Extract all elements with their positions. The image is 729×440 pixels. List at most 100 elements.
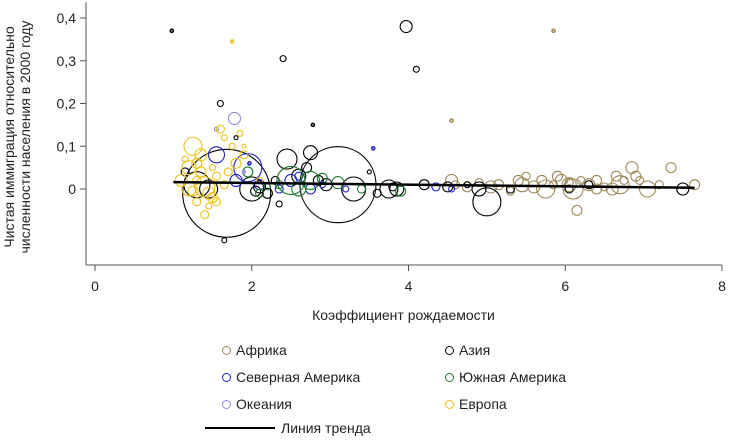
data-point (635, 175, 645, 185)
data-point (562, 178, 584, 200)
legend-marker-trend-line (205, 427, 275, 429)
y-tick-label: 0 (68, 181, 76, 197)
y-tick-label: 0,4 (57, 10, 77, 26)
data-point (215, 124, 225, 134)
data-point (571, 204, 583, 216)
data-point (342, 185, 350, 193)
legend-item-asia: Азия (445, 342, 490, 358)
data-point (195, 166, 207, 178)
data-point (242, 166, 254, 178)
data-point (250, 185, 262, 197)
data-point (229, 39, 235, 44)
data-point (472, 187, 502, 217)
data-point (584, 180, 594, 190)
data-point (274, 184, 284, 194)
series-Азия (169, 19, 690, 244)
data-point (241, 143, 247, 149)
legend-label-africa: Африка (236, 342, 287, 358)
data-point (300, 170, 321, 190)
data-point (187, 185, 199, 197)
data-point (619, 175, 629, 185)
data-point (192, 175, 202, 185)
data-point (241, 169, 247, 175)
data-point (183, 136, 203, 156)
data-point (471, 181, 487, 197)
data-point (442, 181, 454, 193)
data-point (564, 184, 574, 194)
data-point (461, 181, 473, 193)
data-point (591, 183, 603, 195)
data-point (199, 179, 219, 199)
data-point (211, 171, 222, 181)
legend-marker-oceania (222, 399, 231, 409)
data-point (279, 55, 287, 63)
data-point (228, 142, 236, 150)
y-tick-label: 0,3 (57, 53, 77, 69)
data-point (395, 185, 407, 197)
legend-label-europe: Европа (459, 396, 507, 412)
data-point (676, 182, 690, 196)
data-point (219, 180, 229, 190)
data-point (181, 155, 189, 163)
data-point (310, 122, 316, 128)
plot-area (169, 19, 701, 244)
data-point (341, 176, 367, 202)
data-point (200, 210, 210, 220)
data-point (625, 161, 639, 175)
data-point (247, 161, 252, 166)
data-point (181, 160, 197, 176)
legend-item-europe: Европа (445, 396, 507, 412)
x-tick-label: 6 (561, 278, 569, 294)
y-tick-label: 0,1 (57, 138, 77, 154)
data-point (233, 135, 239, 141)
data-point (220, 134, 228, 142)
y-axis-title-line: численности населения в 2000 году (17, 20, 33, 253)
data-point (379, 179, 399, 199)
data-point (211, 197, 222, 207)
legend-marker-europe (445, 399, 454, 409)
data-point (255, 188, 265, 198)
legend-label-trend-line: Линия тренда (281, 420, 371, 436)
axes: 0 2 4 6 8 0 0,1 0,2 0,3 0,4 (57, 2, 726, 294)
data-point (331, 176, 345, 190)
data-point (192, 197, 202, 207)
data-point (275, 200, 283, 208)
data-point (276, 165, 306, 195)
data-point (399, 19, 413, 34)
data-point (223, 167, 233, 177)
data-point (431, 182, 441, 192)
legend-marker-south-america (445, 372, 454, 382)
data-point (174, 173, 188, 187)
data-point (221, 237, 228, 244)
legend-label-asia: Азия (459, 342, 491, 358)
data-point (169, 28, 175, 34)
x-axis-title: Коэффициент рождаемости (312, 307, 495, 323)
data-point (229, 173, 243, 187)
data-point (356, 184, 367, 194)
x-tick-label: 0 (91, 278, 99, 294)
data-point (182, 148, 272, 238)
x-tick-label: 8 (718, 278, 726, 294)
data-point (366, 169, 372, 175)
legend-item-oceania: Океания (222, 396, 292, 412)
legend-item-trend-line: Линия тренда (205, 420, 371, 436)
x-tick-label: 4 (405, 278, 413, 294)
data-point (302, 145, 319, 161)
data-point (236, 129, 244, 137)
data-point (205, 202, 213, 210)
y-tick-label: 0,2 (57, 96, 77, 112)
data-point (561, 177, 577, 193)
data-point (412, 65, 420, 73)
data-point (654, 180, 664, 190)
data-point (389, 181, 405, 197)
legend-marker-asia (445, 345, 454, 355)
data-point (689, 179, 701, 191)
data-point (239, 150, 249, 160)
data-point (207, 146, 226, 164)
trend-line (173, 180, 695, 189)
data-point (551, 28, 556, 34)
legend-marker-africa (222, 345, 231, 355)
data-point (449, 118, 454, 123)
data-point (605, 182, 619, 196)
data-point (665, 162, 677, 174)
